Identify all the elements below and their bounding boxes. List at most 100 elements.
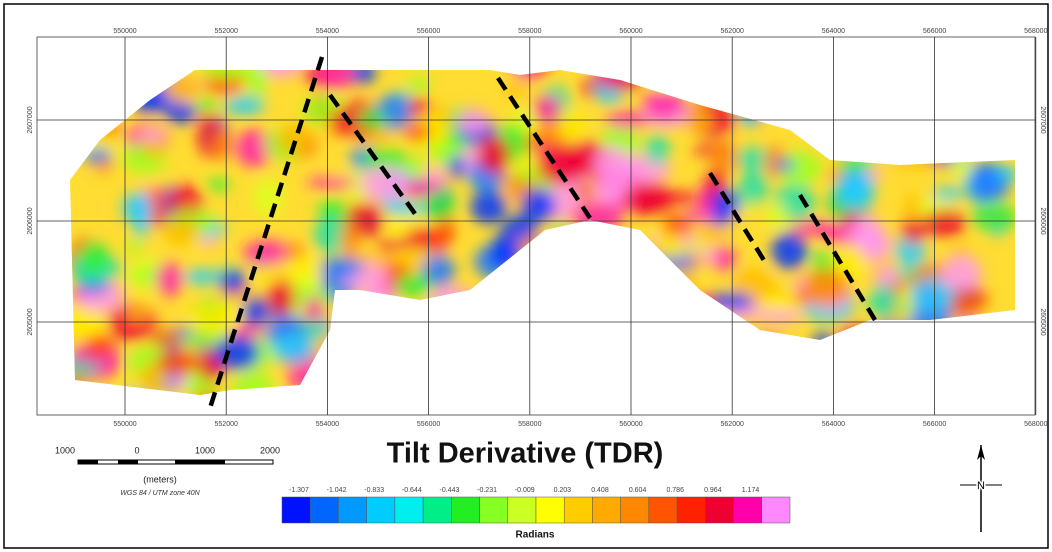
projection: WGS 84 / UTM zone 40N: [120, 490, 200, 497]
x-coord: 566000: [923, 28, 946, 35]
anomaly: [277, 124, 314, 152]
map-title: Tilt Derivative (TDR): [387, 438, 664, 470]
anomaly: [149, 327, 182, 349]
anomaly: [533, 95, 562, 123]
colorbar-label: 0.408: [591, 487, 609, 494]
anomaly: [253, 267, 286, 281]
anomaly: [127, 306, 149, 320]
colorbar-label: -0.443: [440, 487, 460, 494]
anomaly: [714, 246, 736, 272]
anomaly: [267, 277, 296, 317]
anomaly: [241, 297, 270, 327]
anomaly: [868, 284, 898, 319]
colorbar-label: -0.833: [364, 487, 384, 494]
anomaly: [406, 96, 431, 119]
color-swatch: [422, 496, 452, 524]
colorbar-label: -1.307: [289, 487, 309, 494]
y-coord: 2605000: [27, 308, 34, 335]
color-swatch: [394, 496, 424, 524]
scale-label: 1000: [55, 445, 75, 455]
anomaly: [904, 193, 921, 223]
scale-label: 2000: [260, 445, 280, 455]
anomaly: [183, 380, 220, 395]
x-coord: 560000: [619, 421, 642, 428]
color-swatch: [676, 496, 706, 524]
anomaly: [163, 219, 201, 246]
anomaly: [394, 273, 432, 297]
colorbar-label: -0.009: [515, 487, 535, 494]
anomaly: [213, 336, 260, 370]
lineament: [798, 193, 877, 322]
anomaly: [197, 112, 216, 125]
color-swatch: [563, 496, 593, 524]
anomaly: [933, 186, 963, 201]
anomaly: [383, 201, 428, 216]
color-swatch: [507, 496, 537, 524]
anomaly: [350, 70, 376, 84]
x-coord: 568000: [1024, 28, 1047, 35]
color-swatch: [479, 496, 509, 524]
north-arrow: N: [960, 445, 1002, 532]
x-coord: 554000: [316, 28, 339, 35]
anomaly: [186, 303, 237, 337]
color-swatch: [366, 496, 396, 524]
anomaly: [536, 144, 587, 185]
x-coord: 556000: [417, 28, 440, 35]
lineament: [328, 93, 420, 220]
anomaly: [738, 170, 769, 205]
color-swatch: [705, 496, 734, 524]
colorbar-label: 0.786: [666, 487, 684, 494]
colorbar-label: -0.644: [402, 487, 422, 494]
anomaly: [520, 188, 556, 223]
anomaly: [182, 269, 224, 285]
x-coord: 568000: [1024, 421, 1047, 428]
anomaly: [845, 185, 869, 199]
y-coord: 2606000: [27, 207, 34, 234]
colorbar-label: -0.231: [477, 487, 497, 494]
anomaly: [197, 97, 217, 113]
anomaly: [314, 70, 356, 90]
x-coord: 562000: [721, 28, 744, 35]
lineament: [207, 56, 325, 409]
anomaly: [645, 134, 670, 165]
y-coord: 2605000: [1039, 308, 1046, 335]
colorbar: Radians -1.307 -1.042 -0.833 -0.644 -0.443 -0…: [281, 487, 791, 541]
color-swatch: [733, 496, 763, 524]
anomaly: [156, 349, 199, 376]
x-coord: 558000: [518, 421, 541, 428]
anomaly: [698, 225, 732, 242]
color-swatch: [309, 496, 339, 524]
anomaly: [503, 81, 529, 98]
x-coord: 554000: [316, 421, 339, 428]
anomaly: [618, 189, 667, 206]
x-coord: 564000: [822, 421, 845, 428]
anomaly: [122, 192, 153, 224]
anomaly: [766, 202, 788, 230]
x-coord: 558000: [518, 28, 541, 35]
anomaly: [390, 247, 436, 265]
anomaly: [219, 268, 247, 293]
anomaly: [224, 96, 265, 115]
x-coord: 552000: [215, 28, 238, 35]
anomaly: [126, 239, 143, 254]
color-swatch: [281, 496, 311, 524]
anomaly: [406, 155, 424, 179]
y-coord: 2607000: [27, 106, 34, 133]
anomaly: [307, 176, 357, 189]
anomaly: [138, 128, 168, 141]
color-swatch: [620, 496, 650, 524]
anomaly: [448, 155, 465, 179]
colorbar-unit: Radians: [516, 530, 555, 541]
anomaly: [242, 240, 294, 266]
anomaly: [910, 278, 955, 313]
anomaly: [771, 231, 808, 270]
lineament: [496, 76, 592, 220]
anomaly: [155, 261, 183, 297]
y-coord: 2606000: [1039, 207, 1046, 234]
anomaly: [340, 218, 360, 258]
anomaly: [407, 76, 431, 93]
x-coord: 556000: [417, 421, 440, 428]
anomaly: [304, 296, 324, 323]
color-swatch: [648, 496, 678, 524]
